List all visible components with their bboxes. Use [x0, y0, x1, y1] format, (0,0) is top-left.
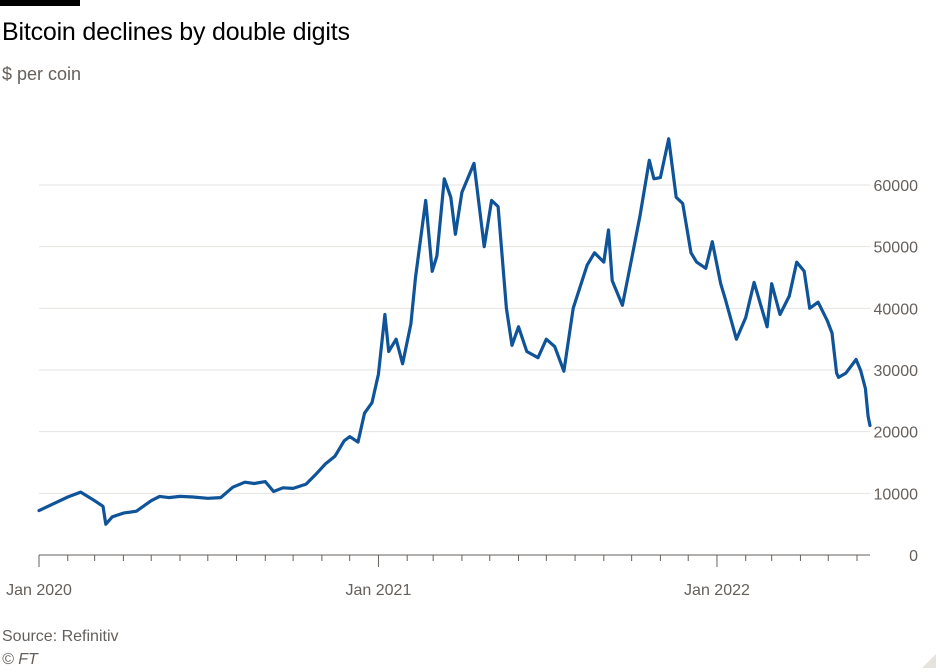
corner-fold	[922, 654, 936, 668]
x-tick-label: Jan 2021	[346, 582, 412, 599]
credit-note: © FT	[2, 651, 38, 668]
chart-title: Bitcoin declines by double digits	[2, 18, 350, 46]
x-axis-labels: Jan 2020 Jan 2021 Jan 2022	[6, 582, 750, 599]
series-line-bitcoin	[37, 137, 872, 526]
gridlines	[39, 184, 870, 494]
y-tick-label: 10000	[874, 486, 919, 503]
y-tick-label: 0	[909, 548, 918, 565]
y-tick-label: 50000	[874, 240, 919, 257]
y-tick-label: 20000	[874, 425, 919, 442]
chart-plot: 0 10000 20000 30000 40000 50000 60000 Jan 2020…	[6, 137, 919, 599]
source-note: Source: Refinitiv	[2, 628, 119, 645]
x-tick-label: Jan 2022	[684, 582, 750, 599]
y-axis-labels: 0 10000 20000 30000 40000 50000 60000	[874, 178, 919, 565]
x-tick-label: Jan 2020	[6, 582, 72, 599]
y-tick-label: 30000	[874, 363, 919, 380]
y-tick-label: 40000	[874, 301, 919, 318]
x-axis	[38, 554, 870, 567]
chart-subtitle: $ per coin	[2, 64, 82, 84]
brand-bar	[0, 0, 80, 6]
y-tick-label: 60000	[874, 178, 919, 195]
